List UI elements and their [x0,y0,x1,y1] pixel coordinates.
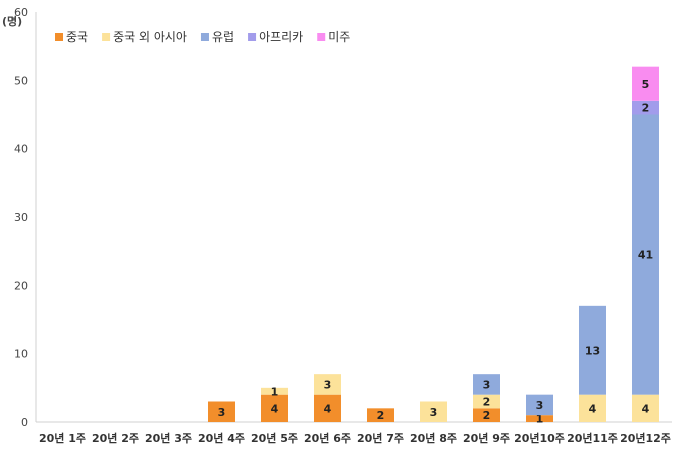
legend-swatch [55,33,63,41]
data-label: 4 [589,402,597,415]
x-tick-label: 20년10주 [514,431,565,445]
y-tick-label: 10 [14,348,28,361]
data-label: 1 [271,385,279,398]
bar-segment [632,100,659,115]
data-label: 3 [324,378,332,391]
data-label: 13 [585,344,600,357]
y-tick-label: 0 [21,416,28,429]
data-label: 3 [430,406,438,419]
data-label: 41 [638,249,653,262]
bar-segment [632,394,659,422]
bar-segment [526,394,553,416]
x-tick-label: 20년 6주 [304,431,351,445]
legend-label: 유럽 [212,30,234,44]
x-tick-label: 20년 9주 [463,431,510,445]
bar-segment [473,408,500,422]
bar-segment [208,401,235,422]
legend-label: 아프리카 [259,30,303,44]
y-tick-label: 40 [14,143,28,156]
x-tick-label: 20년 2주 [92,431,139,445]
x-tick-label: 20년 8주 [410,431,457,445]
y-axis-unit-label: (명) [2,14,22,28]
bar-segment [526,415,553,422]
bar-segment [579,305,606,395]
data-label: 3 [536,399,544,412]
legend-swatch [200,33,209,41]
bar-segment [473,374,500,395]
y-tick-label: 20 [14,279,28,292]
legend-label: 중국 외 아시아 [113,30,187,44]
y-tick-label: 60 [14,6,28,19]
data-label: 2 [642,102,650,115]
x-tick-label: 20년 7주 [357,431,404,445]
bar-segment [579,394,606,422]
bar-segment [473,394,500,409]
data-label: 1 [536,413,544,426]
data-label: 4 [271,402,279,415]
legend-swatch [317,33,326,41]
bar-segment [632,66,659,101]
data-label: 4 [324,402,332,415]
legend-label: 미주 [328,30,350,44]
x-tick-label: 20년 1주 [39,431,86,445]
y-tick-label: 30 [14,211,28,224]
x-axis-labels: 20년 1주 20년 2주 20년 3주 20년 4주 20년 5주 20년 6주 20년 … [39,431,671,445]
legend-swatch [102,33,111,41]
bar-segment [367,408,394,422]
data-label: 3 [483,378,491,391]
y-tick-label: 50 [14,74,28,87]
bar-segment [314,374,341,395]
data-label: 2 [377,409,385,422]
bar-segment [261,394,288,422]
x-tick-label: 20년 4주 [198,431,245,445]
y-axis-ticks: 0 10 20 30 40 50 60 [14,6,28,429]
bar-segment [420,401,447,422]
data-label: 3 [218,406,226,419]
x-tick-label: 20년12주 [620,431,671,445]
x-tick-label: 20년 3주 [145,431,192,445]
legend: 중국 중국 외 아시아 유럽 아프리카 미주 [55,30,350,44]
bar-segment [261,387,288,395]
x-tick-label: 20년 5주 [251,431,298,445]
data-label: 4 [642,402,650,415]
data-label: 2 [483,409,491,422]
legend-label: 중국 [66,30,88,44]
bar-segment [632,114,659,395]
data-label: 5 [642,78,650,91]
data-label: 2 [483,396,491,409]
bar-segment [314,394,341,422]
x-tick-label: 20년11주 [567,431,618,445]
legend-swatch [248,33,257,41]
